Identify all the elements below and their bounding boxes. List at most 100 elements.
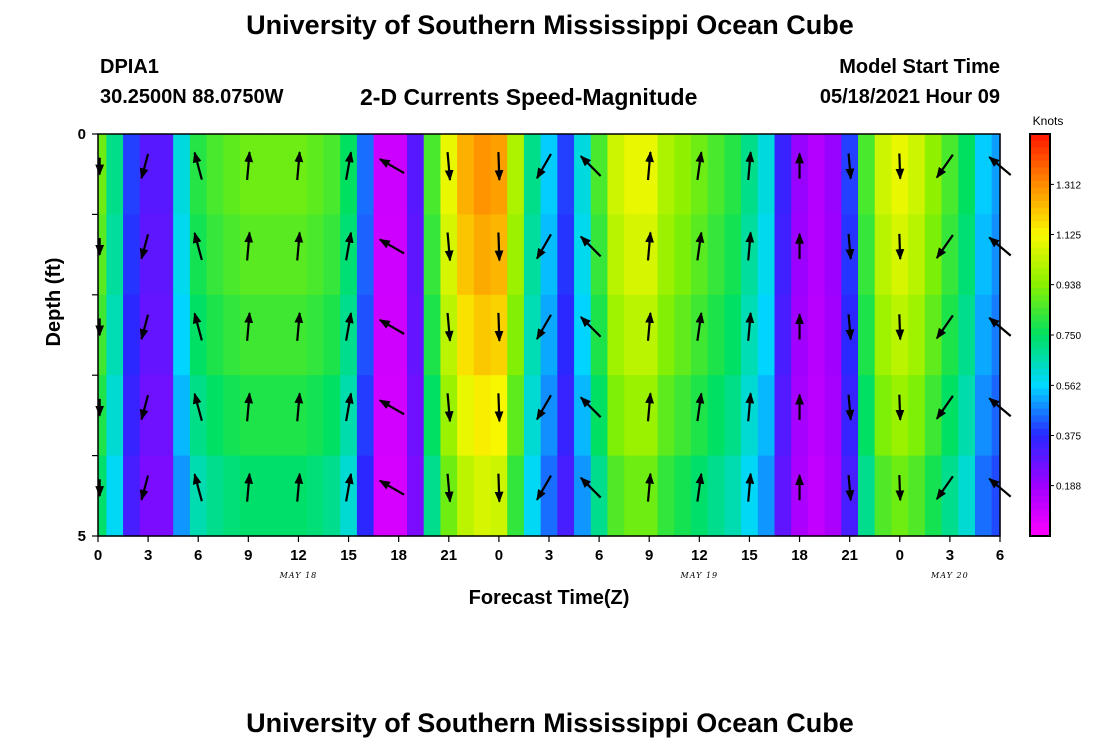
heatmap-cell xyxy=(123,455,141,537)
colorbar-swatch xyxy=(1030,294,1050,303)
heatmap-cell xyxy=(807,294,826,376)
heatmap-cell xyxy=(273,375,291,457)
heatmap-cell xyxy=(507,375,525,457)
heatmap-cell xyxy=(974,134,993,215)
heatmap-cell xyxy=(924,455,943,537)
colorbar-swatch xyxy=(1030,234,1050,242)
current-vector xyxy=(845,233,855,261)
y-tick-label: 0 xyxy=(78,126,86,143)
heatmap-cell xyxy=(757,375,776,457)
colorbar-swatch xyxy=(1030,509,1050,517)
heatmap-cell xyxy=(423,375,442,457)
heatmap-cell xyxy=(457,375,475,457)
current-vector xyxy=(192,231,203,261)
heatmap-cell xyxy=(858,294,876,376)
heatmap-cell xyxy=(139,375,158,457)
heatmap-cell xyxy=(390,455,408,537)
colorbar-swatch xyxy=(1030,361,1050,370)
colorbar-swatch xyxy=(1030,375,1050,383)
heatmap-cell xyxy=(98,134,107,215)
heatmap-cell xyxy=(774,294,792,376)
heatmap-cell xyxy=(690,214,709,296)
heatmap-cell xyxy=(774,455,792,537)
heatmap-cell xyxy=(991,375,1001,457)
colorbar-swatch xyxy=(1030,254,1050,262)
current-vector xyxy=(745,151,755,181)
current-vector xyxy=(378,158,405,175)
current-vector xyxy=(845,394,855,421)
heatmap-cell xyxy=(941,134,959,215)
heatmap-cell xyxy=(139,455,158,537)
current-vector xyxy=(494,393,504,423)
heatmap-cell xyxy=(657,294,675,376)
heatmap-cell xyxy=(123,214,141,296)
heatmap-cell xyxy=(189,214,208,296)
heatmap-cell xyxy=(106,375,124,457)
colorbar-tick-label: 0.375 xyxy=(1056,432,1081,443)
heatmap-cell xyxy=(858,375,876,457)
heatmap-cell xyxy=(523,294,542,376)
colorbar-tick-label: 1.312 xyxy=(1056,180,1081,191)
heatmap-cell xyxy=(407,455,425,537)
heatmap-cell xyxy=(256,294,274,376)
heatmap-cell xyxy=(958,455,976,537)
heatmap-cell xyxy=(974,455,993,537)
heatmap-cell xyxy=(874,134,893,215)
heatmap-cell xyxy=(340,455,358,537)
heatmap-cell xyxy=(941,375,959,457)
heatmap-cell xyxy=(674,294,692,376)
y-tick-label: 5 xyxy=(78,528,86,545)
heatmap-cell xyxy=(390,294,408,376)
heatmap-cell xyxy=(306,375,325,457)
heatmap-cell xyxy=(824,294,842,376)
heatmap-cell xyxy=(189,455,208,537)
current-vector xyxy=(935,395,954,420)
x-tick-label: 15 xyxy=(741,547,758,564)
current-vector xyxy=(139,475,150,501)
x-tick-label: 9 xyxy=(645,547,653,564)
heatmap-cell xyxy=(807,375,826,457)
colorbar-swatch xyxy=(1030,134,1050,142)
heatmap-cell xyxy=(356,134,375,215)
heatmap-cell xyxy=(624,455,642,537)
heatmap-cell xyxy=(941,214,959,296)
heatmap-cell xyxy=(574,214,592,296)
heatmap-cell xyxy=(674,214,692,296)
heatmap-cell xyxy=(173,375,191,457)
current-vector xyxy=(580,477,602,499)
heatmap-cell xyxy=(924,375,943,457)
heatmap-cell xyxy=(991,455,1001,537)
heatmap-cell xyxy=(340,214,358,296)
heatmap-cell xyxy=(540,294,558,376)
current-vector xyxy=(695,472,705,502)
heatmap-cell xyxy=(557,375,575,457)
heatmap-cell xyxy=(407,375,425,457)
colorbar-swatch xyxy=(1030,408,1050,416)
heatmap-cell xyxy=(98,375,107,457)
colorbar-swatch xyxy=(1030,522,1050,530)
top-title: University of Southern Mississippi Ocean… xyxy=(246,10,854,40)
colorbar-swatch xyxy=(1030,462,1050,470)
heatmap-cell xyxy=(974,294,993,376)
colorbar-swatch xyxy=(1030,321,1050,329)
x-tick-label: 0 xyxy=(495,547,503,564)
current-vector xyxy=(695,231,705,261)
heatmap-cell xyxy=(340,134,358,215)
heatmap-cell xyxy=(323,294,341,376)
heatmap-cell xyxy=(924,134,943,215)
colorbar-swatch xyxy=(1030,502,1050,510)
colorbar-swatch xyxy=(1030,140,1050,148)
colorbar-unit: Knots xyxy=(1033,114,1064,128)
heatmap-cell xyxy=(974,214,993,296)
current-vector xyxy=(294,472,304,502)
heatmap-cell xyxy=(173,294,191,376)
heatmap-cell xyxy=(707,214,725,296)
current-vector xyxy=(294,231,304,261)
x-tick-label: 18 xyxy=(390,547,407,564)
heatmap-cell xyxy=(757,455,776,537)
colorbar-swatch xyxy=(1030,435,1050,443)
current-vector xyxy=(378,238,405,255)
colorbar-tick-label: 0.750 xyxy=(1056,331,1081,342)
current-vector xyxy=(139,153,150,180)
heatmap-cell xyxy=(173,134,191,215)
